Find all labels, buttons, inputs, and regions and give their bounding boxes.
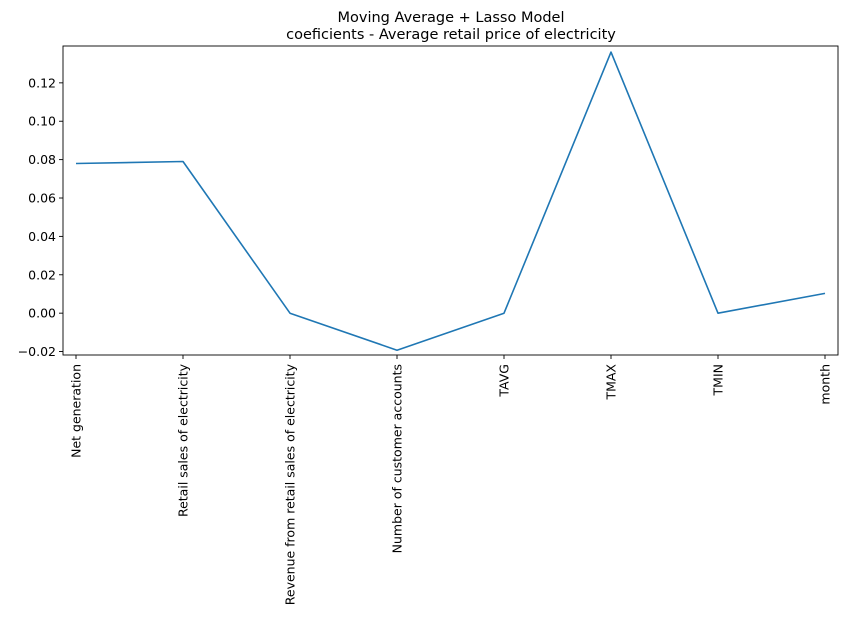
- x-tick-label: Retail sales of electricity: [176, 363, 191, 517]
- series-group: [75, 51, 826, 352]
- x-tick-label: Revenue from retail sales of electricity: [283, 363, 298, 605]
- y-tick-label: 0.06: [28, 191, 56, 206]
- y-tick-label: 0.12: [28, 75, 56, 90]
- y-tick-label: 0.00: [28, 306, 56, 321]
- chart-title-line-2: coeficients - Average retail price of el…: [286, 27, 616, 43]
- x-tick-label: Number of customer accounts: [390, 364, 405, 553]
- x-tick-label: TMIN: [711, 364, 726, 396]
- chart-title-line-1: Moving Average + Lasso Model: [338, 10, 565, 26]
- x-tick-label: month: [818, 364, 833, 405]
- y-axis: −0.02 0.00 0.02 0.04 0.06 0.08 0.10 0.12: [18, 75, 63, 359]
- plot-frame: [62, 45, 839, 356]
- y-tick-label: 0.04: [28, 229, 56, 244]
- y-tick-label: 0.10: [28, 114, 56, 129]
- y-tick-label: −0.02: [18, 344, 56, 359]
- series-line-0: [75, 51, 826, 352]
- x-tick-label: TAVG: [497, 364, 512, 398]
- y-tick-label: 0.08: [28, 152, 56, 167]
- x-tick-label: Net generation: [69, 364, 84, 458]
- x-tick-label: TMAX: [604, 364, 619, 401]
- x-axis: Net generation Retail sales of electricit…: [69, 355, 833, 605]
- y-tick-label: 0.02: [28, 267, 56, 282]
